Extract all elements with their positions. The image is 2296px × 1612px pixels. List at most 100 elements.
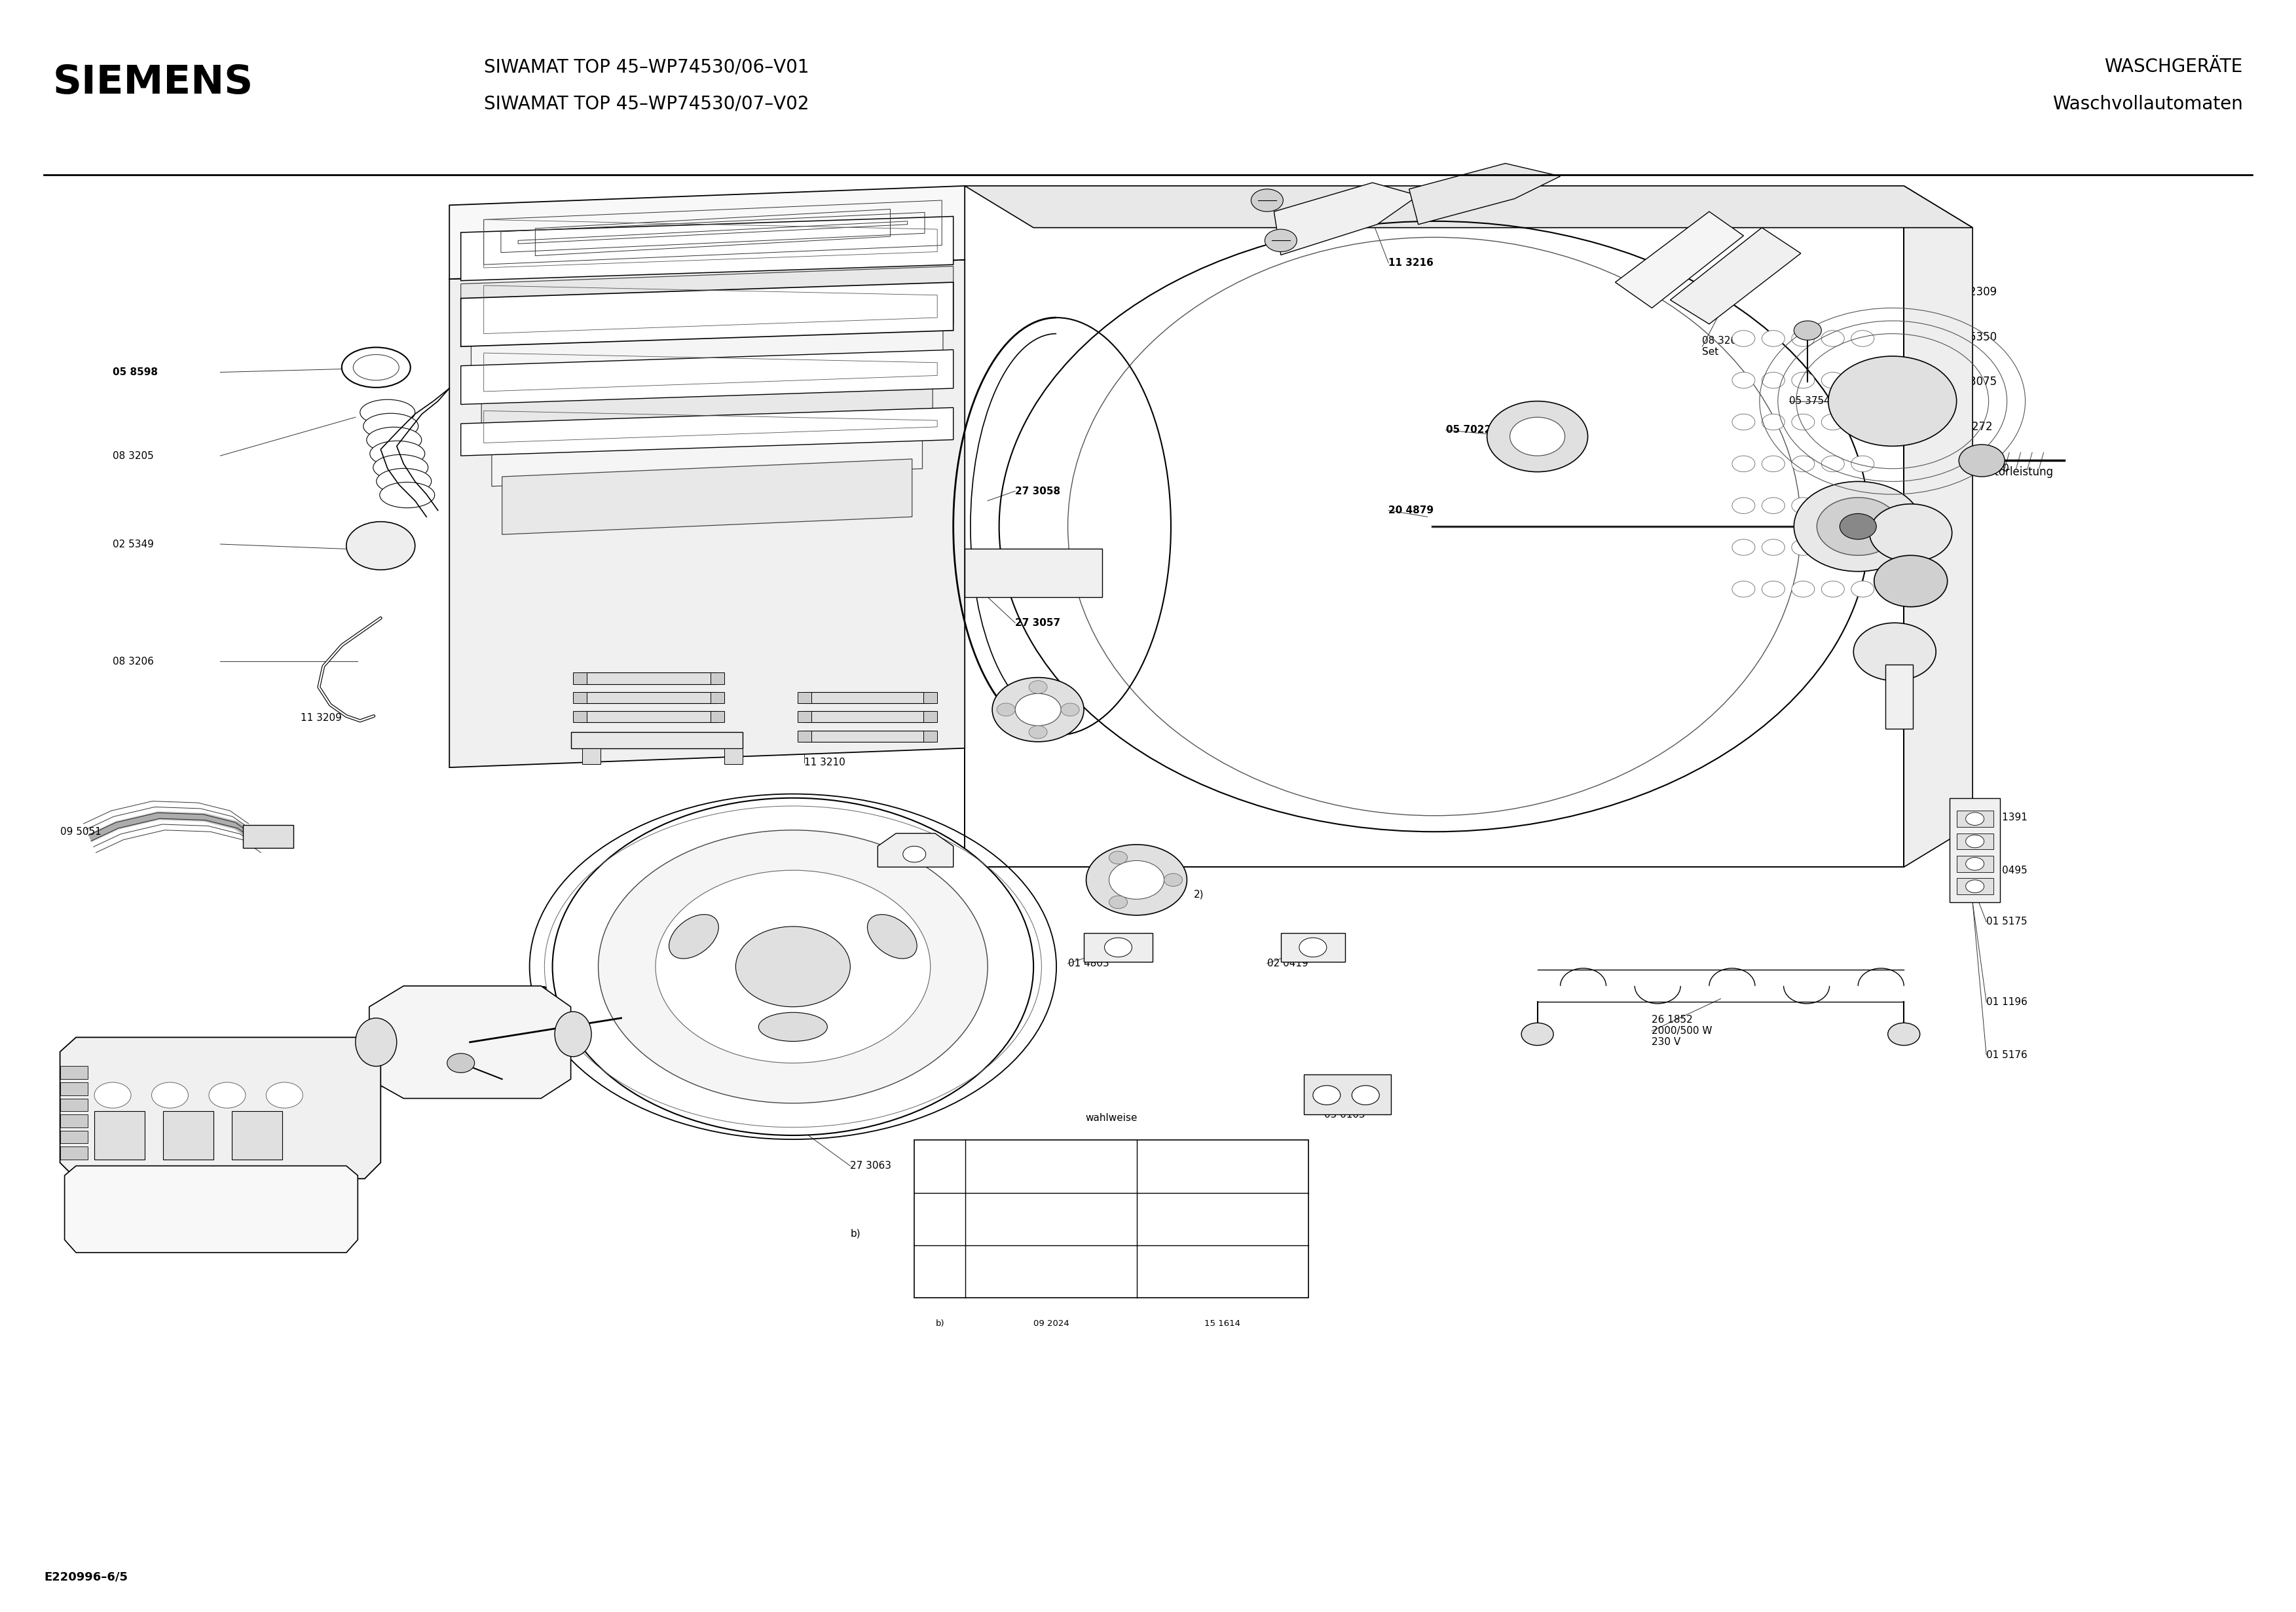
Circle shape <box>94 1082 131 1107</box>
Circle shape <box>1965 835 1984 848</box>
Text: 08 3205: 08 3205 <box>113 451 154 461</box>
Circle shape <box>1851 498 1874 514</box>
Bar <box>1956 833 1993 850</box>
Circle shape <box>1731 372 1754 388</box>
Bar <box>964 550 1102 596</box>
Bar <box>804 730 930 742</box>
Text: 15 1614: 15 1614 <box>1205 1320 1240 1328</box>
Text: 01 4803: 01 4803 <box>1068 959 1109 969</box>
Circle shape <box>1965 858 1984 870</box>
Text: a): a) <box>937 1267 944 1275</box>
Text: 09 2024: 09 2024 <box>1033 1320 1070 1328</box>
Circle shape <box>1761 456 1784 472</box>
Circle shape <box>1109 896 1127 909</box>
Circle shape <box>1761 330 1784 347</box>
Text: 14 1148: 14 1148 <box>1205 1267 1240 1275</box>
Bar <box>574 692 588 703</box>
Text: 20 4879: 20 4879 <box>1389 506 1433 516</box>
Circle shape <box>1761 372 1784 388</box>
Text: 27 3058: 27 3058 <box>1015 487 1061 496</box>
Text: 02 9868: 02 9868 <box>1109 869 1150 879</box>
Circle shape <box>1109 861 1164 899</box>
Polygon shape <box>964 185 1972 227</box>
Bar <box>574 711 588 722</box>
Circle shape <box>1251 189 1283 211</box>
Text: b): b) <box>934 1320 944 1328</box>
Circle shape <box>152 1082 188 1107</box>
Text: 01 5943: 01 5943 <box>503 1046 544 1057</box>
Circle shape <box>1061 703 1079 716</box>
Text: 3): 3) <box>67 1061 78 1070</box>
Circle shape <box>735 927 850 1008</box>
Circle shape <box>1839 514 1876 540</box>
Circle shape <box>1853 622 1936 680</box>
Bar <box>804 692 930 703</box>
Ellipse shape <box>556 1012 592 1056</box>
Polygon shape <box>461 282 953 347</box>
Bar <box>232 1111 282 1159</box>
Polygon shape <box>1903 185 1972 867</box>
Polygon shape <box>60 1038 381 1178</box>
Text: 05 3757: 05 3757 <box>831 879 872 888</box>
Text: b): b) <box>342 1228 351 1238</box>
Circle shape <box>1791 580 1814 596</box>
Circle shape <box>1821 456 1844 472</box>
Circle shape <box>996 703 1015 716</box>
Text: 08 3206: 08 3206 <box>113 656 154 666</box>
Polygon shape <box>877 833 953 867</box>
Polygon shape <box>1410 163 1561 224</box>
Circle shape <box>657 870 930 1062</box>
Bar <box>581 711 716 722</box>
Circle shape <box>1791 498 1814 514</box>
Text: SIEMENS: SIEMENS <box>53 64 253 103</box>
Circle shape <box>1821 330 1844 347</box>
Circle shape <box>1791 372 1814 388</box>
Circle shape <box>902 846 925 862</box>
Text: 2): 2) <box>1194 890 1203 899</box>
Circle shape <box>1851 414 1874 430</box>
Bar <box>60 1146 87 1159</box>
Circle shape <box>599 830 987 1103</box>
Polygon shape <box>964 185 1903 867</box>
Circle shape <box>1793 321 1821 340</box>
Text: 11 3210: 11 3210 <box>804 758 845 767</box>
Circle shape <box>1352 1085 1380 1104</box>
Circle shape <box>1761 414 1784 430</box>
Text: b): b) <box>850 1228 861 1238</box>
Text: 1): 1) <box>1162 890 1171 899</box>
Polygon shape <box>482 363 932 438</box>
Bar <box>94 1111 145 1159</box>
Circle shape <box>1015 693 1061 725</box>
Bar <box>1956 879 1993 895</box>
Ellipse shape <box>758 1012 827 1041</box>
Bar <box>709 672 723 683</box>
Text: 05 0495: 05 0495 <box>1986 866 2027 875</box>
Circle shape <box>1821 372 1844 388</box>
Text: 05 7022: 05 7022 <box>999 708 1045 717</box>
Text: 27 3063: 27 3063 <box>850 1161 891 1170</box>
Circle shape <box>1851 330 1874 347</box>
Text: 1)  04 2309: 1) 04 2309 <box>1933 285 1998 298</box>
Bar <box>243 825 294 848</box>
Circle shape <box>1029 680 1047 693</box>
Ellipse shape <box>360 400 416 426</box>
Text: 09 5051: 09 5051 <box>60 827 101 837</box>
Bar <box>923 730 937 742</box>
Text: 1): 1) <box>1894 542 1906 553</box>
Text: 02 0419: 02 0419 <box>1267 959 1309 969</box>
Text: E220996–6/5: E220996–6/5 <box>44 1572 129 1583</box>
Text: 05 0105: 05 0105 <box>1325 1109 1366 1119</box>
Text: 05 3754: 05 3754 <box>1789 397 1830 406</box>
Circle shape <box>448 1053 475 1072</box>
Bar <box>583 748 602 764</box>
Text: 05 7022: 05 7022 <box>1446 426 1490 435</box>
Circle shape <box>1488 401 1589 472</box>
Circle shape <box>992 677 1084 742</box>
Ellipse shape <box>370 440 425 466</box>
Ellipse shape <box>367 427 422 453</box>
Text: 01 1391: 01 1391 <box>1986 812 2027 822</box>
Text: a): a) <box>342 1141 351 1151</box>
Circle shape <box>1851 456 1874 472</box>
Bar <box>572 732 742 748</box>
Circle shape <box>1821 580 1844 596</box>
